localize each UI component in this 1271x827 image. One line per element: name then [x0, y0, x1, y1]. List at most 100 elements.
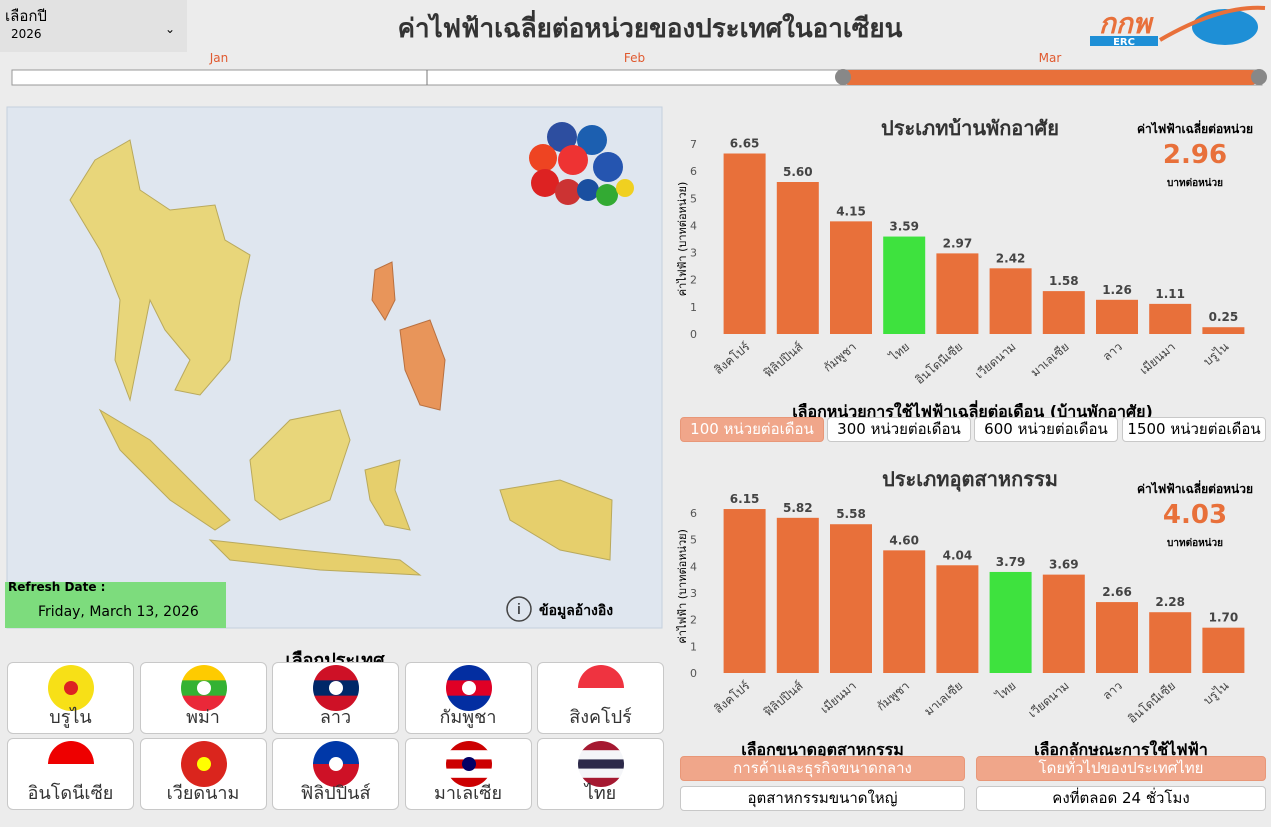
x-tick-label: กัมพูชา [821, 340, 860, 376]
map-papua [499, 479, 613, 561]
month-label: Feb [624, 51, 645, 65]
x-tick-label: สิงคโปร์ [712, 678, 753, 716]
bar [936, 253, 979, 334]
y-tick-label: 2 [690, 274, 697, 287]
flag [48, 741, 94, 787]
flag-stripe [313, 695, 359, 711]
country-button[interactable]: อินโดนีเซีย [7, 738, 134, 810]
x-tick-label: ฟิลิปปินส์ [761, 339, 806, 380]
timeline-handle[interactable] [835, 69, 851, 85]
country-name: เวียดนาม [166, 783, 240, 804]
reference-link[interactable]: ข้อมูลอ้างอิง [539, 603, 614, 619]
y-axis-label: ค่าไฟฟ้า (บาทต่อหน่วย) [676, 182, 689, 296]
y-tick-label: 5 [690, 192, 697, 205]
card-label: ค่าไฟฟ้าเฉลี่ยต่อหน่วย [1136, 122, 1254, 136]
timeline-range[interactable] [843, 70, 1258, 85]
option-button[interactable]: 300 หน่วยต่อเดือน [827, 417, 971, 442]
y-tick-label: 0 [690, 328, 697, 341]
flag-stripe [313, 741, 359, 765]
map-sumatra [98, 408, 231, 531]
bar [723, 153, 766, 334]
country-name: มาเลเซีย [433, 783, 503, 804]
option-button[interactable]: คงที่ตลอด 24 ชั่วโมง [976, 786, 1266, 811]
map-philippines [371, 261, 446, 411]
y-tick-label: 7 [690, 138, 697, 151]
y-tick-label: 2 [690, 614, 697, 627]
month-label: Jan [209, 51, 229, 65]
chart-title: ประเภทบ้านพักอาศัย [881, 116, 1059, 140]
value-label: 1.11 [1155, 287, 1185, 301]
value-label: 4.60 [889, 533, 919, 547]
flag-stripe [578, 741, 624, 751]
timeline-handle[interactable] [1251, 69, 1267, 85]
option-button[interactable]: 1500 หน่วยต่อเดือน [1122, 417, 1266, 442]
y-tick-label: 5 [690, 534, 697, 547]
map-sulawesi [364, 459, 411, 531]
x-tick-label: เวียดนาม [1026, 679, 1072, 721]
value-label: 2.42 [996, 251, 1026, 265]
flag [180, 665, 227, 711]
y-tick-label: 0 [690, 667, 697, 680]
flag-emblem [329, 757, 343, 771]
country-button[interactable]: สิงคโปร์ [537, 662, 664, 734]
flag-stripe [180, 695, 227, 711]
flag-stripe [578, 750, 624, 760]
country-button[interactable]: พม่า [139, 662, 267, 734]
refresh-date: Friday, March 13, 2026 [38, 604, 199, 620]
option-button[interactable]: 600 หน่วยต่อเดือน [974, 417, 1118, 442]
country-name: บรูไน [49, 707, 92, 728]
x-tick-label: อินโดนีเซีย [1125, 679, 1178, 726]
country-button[interactable]: บรูไน [7, 662, 134, 734]
country-button[interactable]: มาเลเซีย [404, 738, 532, 810]
option-button[interactable]: โดยทั่วไปของประเทศไทย [976, 756, 1266, 781]
value-label: 2.97 [943, 236, 973, 250]
country-button[interactable]: ไทย [537, 738, 664, 810]
x-tick-label: ไทย [993, 679, 1019, 704]
value-label: 3.59 [889, 220, 919, 234]
bar [1096, 602, 1138, 673]
page-title: ค่าไฟฟ้าเฉลี่ยต่อหน่วยของประเทศในอาเซียน [397, 14, 903, 44]
value-label: 4.15 [836, 204, 866, 218]
x-tick-label: ลาว [1100, 679, 1125, 703]
flag-stripe [445, 768, 492, 779]
x-tick-label: ฟิลิปปินส์ [761, 678, 806, 719]
bar [1149, 612, 1192, 673]
flag-emblem [461, 757, 476, 771]
value-label: 1.58 [1049, 274, 1079, 288]
usage-selector-title: เลือกหน่วยการใช้ไฟฟ้าเฉลี่ยต่อเดือน (บ้า… [792, 402, 1153, 421]
country-name: พม่า [186, 707, 220, 728]
flag-stripe [578, 777, 624, 787]
country-button[interactable]: ลาว [272, 662, 399, 734]
flag-stripe [578, 665, 624, 689]
value-label: 5.58 [836, 507, 866, 521]
usage-type-title: เลือกลักษณะการใช้ไฟฟ้า [1034, 740, 1208, 759]
country-button[interactable]: ฟิลิปปินส์ [272, 738, 399, 810]
country-name: อินโดนีเซีย [27, 783, 114, 804]
x-tick-label: บรูไน [1201, 679, 1232, 709]
flag [445, 665, 492, 711]
x-tick-label: เวียดนาม [972, 340, 1018, 382]
y-axis-label: ค่าไฟฟ้า (บาทต่อหน่วย) [676, 529, 689, 643]
x-tick-label: มาเลเซีย [922, 679, 966, 719]
card-unit: บาทต่อหน่วย [1167, 178, 1223, 189]
bar [989, 571, 1032, 673]
option-button[interactable]: 100 หน่วยต่อเดือน [680, 417, 824, 442]
bar [776, 517, 819, 673]
bar [883, 550, 926, 673]
country-button[interactable]: เวียดนาม [139, 738, 267, 810]
y-tick-label: 1 [690, 640, 697, 653]
country-name: ฟิลิปปินส์ [300, 783, 371, 804]
x-tick-label: เมียนมา [1137, 340, 1178, 378]
value-label: 6.65 [730, 137, 760, 151]
option-button[interactable]: อุตสาหกรรมขนาดใหญ่ [680, 786, 965, 811]
country-button[interactable]: กัมพูชา [404, 662, 532, 734]
year-filter[interactable]: เลือกปี 2026 ⌄ [0, 0, 187, 52]
flag [180, 741, 227, 787]
option-button[interactable]: การค้าและธุรกิจขนาดกลาง [680, 756, 965, 781]
industry-size-title: เลือกขนาดอุตสาหกรรม [741, 740, 904, 759]
bar [830, 524, 872, 673]
country-name: กัมพูชา [439, 707, 497, 728]
bar [1202, 627, 1245, 673]
value-label: 6.15 [730, 492, 760, 506]
